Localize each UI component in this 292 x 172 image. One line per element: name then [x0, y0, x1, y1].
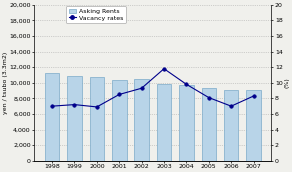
Legend: Asking Rents, Vacancy rates: Asking Rents, Vacancy rates: [66, 6, 126, 23]
Bar: [67, 76, 82, 161]
Bar: [246, 90, 261, 161]
Bar: [179, 85, 194, 161]
Bar: [90, 77, 104, 161]
Bar: [112, 80, 126, 161]
Bar: [201, 88, 216, 161]
Bar: [134, 79, 149, 161]
Y-axis label: (%): (%): [284, 77, 289, 88]
Bar: [224, 90, 239, 161]
Bar: [157, 84, 171, 161]
Bar: [45, 73, 59, 161]
Y-axis label: yen / tsubo (3.3m2): yen / tsubo (3.3m2): [3, 52, 8, 114]
